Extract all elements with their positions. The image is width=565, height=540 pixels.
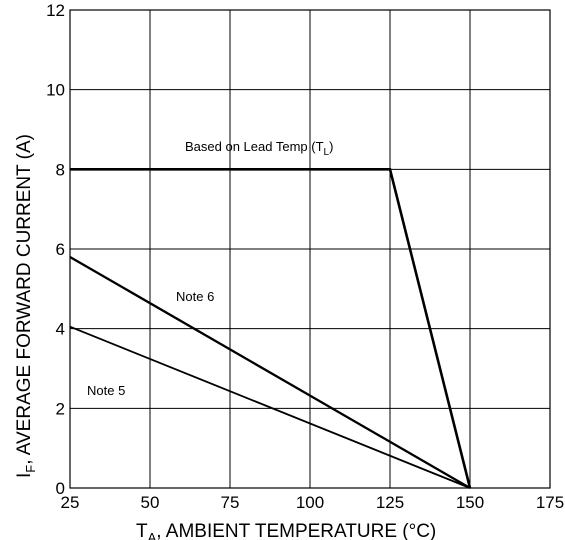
series-label-note6: Note 6 [176,289,214,304]
series-lines [69,168,472,489]
y-tick-label: 0 [56,479,65,498]
x-tick-label: 125 [376,493,404,512]
x-tick-label: 50 [141,493,160,512]
y-tick-label: 8 [56,160,65,179]
grid [69,9,551,489]
x-tick-label: 25 [61,493,80,512]
x-tick-labels: 25 50 75 100 125 150 175 [61,493,565,512]
series-line-note5 [69,325,471,489]
x-tick-label: 100 [296,493,324,512]
series-line-note6 [69,255,471,489]
y-axis-title: IF, AVERAGE FORWARD CURRENT (A) [14,134,38,478]
x-axis-title: TA, AMBIENT TEMPERATURE (°C) [136,521,436,540]
y-tick-labels: 0 2 4 6 8 10 12 [46,1,65,498]
series-label-lead-temp: Based on Lead Temp (TL) [185,139,333,158]
y-tick-label: 4 [56,320,65,339]
y-tick-label: 12 [46,1,65,20]
y-tick-label: 2 [56,399,65,418]
y-tick-label: 6 [56,240,65,259]
plot-frame [69,9,551,489]
x-tick-label: 75 [221,493,240,512]
x-tick-label: 175 [536,493,564,512]
series-line-lead-temp [70,168,472,489]
series-label-note5: Note 5 [87,383,125,398]
y-tick-label: 10 [46,81,65,100]
x-tick-label: 150 [456,493,484,512]
